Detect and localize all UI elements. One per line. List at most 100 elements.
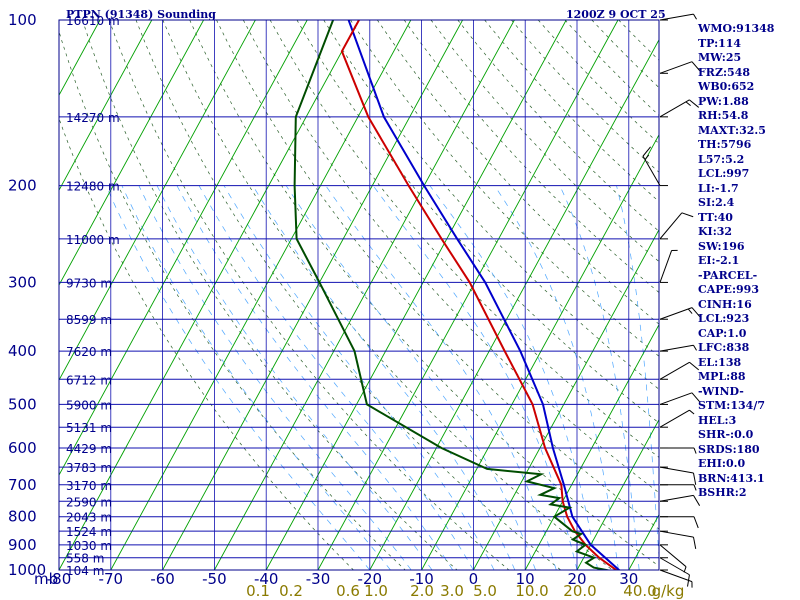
skewed-isotherm xyxy=(473,228,659,570)
wind-barb xyxy=(659,494,694,502)
skewed-isotherm xyxy=(59,20,256,382)
index-item: LCL:997 xyxy=(698,167,750,180)
wind-barb-flag xyxy=(693,484,697,491)
index-item: SRDS:180 xyxy=(698,442,760,456)
wind-barb-flag xyxy=(692,472,697,485)
pressure-tick-label: 700 xyxy=(8,476,37,494)
index-item: WB0:652 xyxy=(698,80,755,93)
wind-barb xyxy=(642,155,661,186)
index-item: SW:196 xyxy=(698,239,745,253)
index-item: CAPE:993 xyxy=(698,283,759,296)
wind-barb-flag xyxy=(642,146,651,157)
height-label: 5900 m xyxy=(66,398,112,412)
height-label: 4429 m xyxy=(66,442,112,456)
height-label: 16610 m xyxy=(66,14,120,28)
wind-barb xyxy=(659,466,694,474)
skewed-isotherm xyxy=(369,38,659,570)
wind-barb xyxy=(659,61,693,74)
index-item: RH:54.8 xyxy=(698,109,749,122)
moist-adiabat xyxy=(138,185,412,570)
index-item: LCL:923 xyxy=(698,312,750,325)
moist-adiabat xyxy=(429,185,599,570)
wind-barb-flag xyxy=(689,99,700,108)
index-item: TT:40 xyxy=(698,210,733,224)
temperature-axis-labels: mb-80 -70 -60 -50 -40 -30 -20 -10 0 10 20 30 xyxy=(34,570,638,588)
skewed-isotherm xyxy=(59,20,153,192)
temperature-tick-label: 10 xyxy=(516,570,535,588)
moist-adiabat xyxy=(285,185,536,570)
wind-barb-flag xyxy=(683,566,687,573)
skewed-isotherm xyxy=(59,20,360,570)
wind-barb xyxy=(659,307,693,320)
index-item: LI:-1.7 xyxy=(698,181,739,195)
temperature-tick-label: -80 xyxy=(47,570,72,588)
index-item: CINH:16 xyxy=(698,297,752,311)
height-label: 3783 m xyxy=(66,461,112,475)
moist-adiabat xyxy=(616,185,659,563)
pressure-tick-label: 1000 xyxy=(8,561,46,579)
plot-frame xyxy=(58,19,660,571)
mixing-ratio-label: 10.0 xyxy=(515,582,548,600)
height-labels: 16610 m 14270 m 12480 m 11000 m 9730 m 8599 m… xyxy=(66,14,120,578)
wind-barb-flag xyxy=(687,308,693,314)
wind-barb-flag xyxy=(693,447,697,454)
wind-barb-column xyxy=(642,13,701,588)
skewed-isotherm xyxy=(421,133,659,570)
dry-adiabat xyxy=(82,20,458,570)
height-label: 2590 m xyxy=(66,495,112,509)
index-item: SI:2.4 xyxy=(698,196,735,209)
temperature-tick-label: -10 xyxy=(409,570,434,588)
index-item: KI:32 xyxy=(698,225,733,238)
temperature-grid xyxy=(58,20,630,570)
temperature-tick-label: -40 xyxy=(254,570,279,588)
height-label: 1030 m xyxy=(66,539,112,553)
index-item: BRN:413.1 xyxy=(698,471,765,485)
wind-barb-flag xyxy=(692,536,697,549)
skewed-isotherm xyxy=(524,323,659,570)
wind-barb xyxy=(659,212,683,240)
skewed-isotherm xyxy=(214,20,515,570)
pressure-tick-label: 400 xyxy=(8,342,37,360)
index-item: EL:138 xyxy=(698,355,742,369)
wind-barb xyxy=(659,392,693,405)
index-item: MPL:88 xyxy=(698,370,746,383)
pressure-tick-label: 800 xyxy=(8,508,37,526)
wind-barb-flag xyxy=(693,516,699,529)
isobar-grid xyxy=(59,19,659,571)
index-item: TP:114 xyxy=(698,36,742,50)
height-label: 1524 m xyxy=(66,525,112,539)
dry-adiabat xyxy=(430,20,659,263)
index-item: FRZ:548 xyxy=(698,65,751,79)
wind-barb xyxy=(659,99,690,118)
height-label: 3170 m xyxy=(66,479,112,493)
moist-adiabat xyxy=(176,185,453,570)
moist-adiabat xyxy=(223,185,495,570)
pressure-unit-label: mb xyxy=(34,570,58,588)
height-label: 6712 m xyxy=(66,373,112,387)
wind-barb-flag xyxy=(689,409,695,415)
moist-adiabat xyxy=(105,185,371,570)
wind-barb xyxy=(659,361,690,380)
observation-time: 1200Z 9 OCT 25 xyxy=(566,8,666,21)
sounding-profiles xyxy=(293,20,621,570)
temperature-tick-label: -30 xyxy=(306,570,331,588)
index-item: CAP:1.0 xyxy=(698,326,747,340)
moist-adiabat xyxy=(252,185,516,570)
wind-barb-flag xyxy=(685,101,691,107)
moist-adiabat xyxy=(198,185,474,570)
wind-barb xyxy=(659,409,690,428)
stability-indices-panel: WMO:91348 TP:114 MW:25 FRZ:548 WB0:652 PW:1.8… xyxy=(698,22,774,501)
height-label: 2043 m xyxy=(66,511,112,525)
temperature-tick-label: 30 xyxy=(619,570,638,588)
skewed-isotherm xyxy=(162,20,463,570)
index-item: WMO:91348 xyxy=(698,22,775,35)
temperature-tick-label: 0 xyxy=(469,570,479,588)
wind-barb-flag xyxy=(691,61,701,72)
index-item: EI:-2.1 xyxy=(698,254,740,267)
wind-barb xyxy=(659,530,694,538)
pressure-tick-label: 500 xyxy=(8,395,37,413)
sounding-title: PTPN (91348) Sounding xyxy=(66,8,216,21)
temperature-tick-label: -60 xyxy=(150,570,175,588)
pressure-axis-labels: 100 200 300 400 500 600 700 800 900 1000 xyxy=(8,11,46,579)
